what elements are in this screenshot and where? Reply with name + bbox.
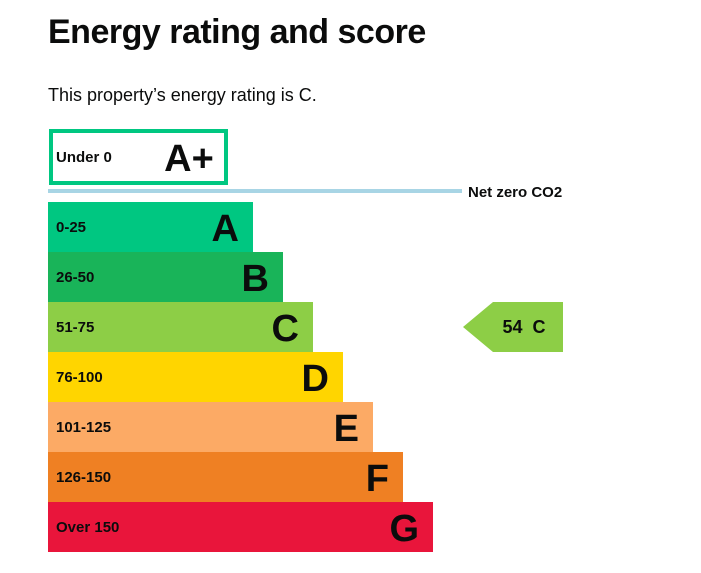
page-title: Energy rating and score xyxy=(48,13,426,51)
band-a-plus-letter: A+ xyxy=(164,138,214,180)
current-rating-arrow xyxy=(463,302,563,352)
band-f-range: 126-150 xyxy=(56,469,111,486)
band-d-bar xyxy=(48,352,343,402)
band-a-letter: A xyxy=(212,208,239,250)
band-c-bar xyxy=(48,302,313,352)
band-a-plus-box xyxy=(49,129,228,185)
band-e-letter: E xyxy=(334,408,359,450)
band-d-letter: D xyxy=(302,358,329,400)
energy-rating-statement: This property’s energy rating is C. xyxy=(48,85,317,105)
net-zero-label: Net zero CO2 xyxy=(468,184,562,201)
band-b-letter: B xyxy=(242,258,269,300)
band-b-bar xyxy=(48,252,283,302)
band-a-range: 0-25 xyxy=(56,219,86,236)
band-c-letter: C xyxy=(272,308,299,350)
band-e-bar xyxy=(48,402,373,452)
band-f-bar xyxy=(48,452,403,502)
band-c-range: 51-75 xyxy=(56,319,94,336)
band-a-plus-range: Under 0 xyxy=(56,149,112,166)
band-e-range: 101-125 xyxy=(56,419,111,436)
band-g-range: Over 150 xyxy=(56,519,119,536)
current-rating-label: 54 C xyxy=(502,317,545,337)
band-g-letter: G xyxy=(389,508,419,550)
band-g-bar xyxy=(48,502,433,552)
band-d-range: 76-100 xyxy=(56,369,103,386)
band-f-letter: F xyxy=(366,458,389,500)
band-a-bar xyxy=(48,202,253,252)
band-b-range: 26-50 xyxy=(56,269,94,286)
